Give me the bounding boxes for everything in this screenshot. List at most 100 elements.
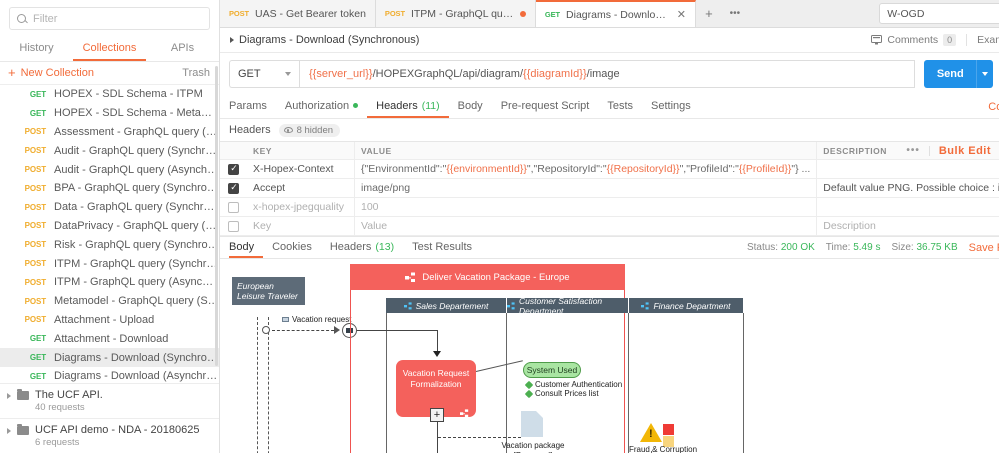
folder-icon [17,389,29,400]
method-selector[interactable]: GET [229,60,299,88]
request-tab-label: Params [229,99,267,112]
request-tab-authorization[interactable]: Authorization [276,95,367,118]
list-item[interactable]: POST ITPM - GraphQL query (Asynchronous) [0,273,219,292]
table-row[interactable]: Key Value Description [220,217,999,236]
diagram-system-label: System Used [526,365,578,375]
breadcrumb-title-group[interactable]: Diagrams - Download (Synchronous) [230,34,419,46]
headers-rows: X-Hopex-Context{"EnvironmentId":"{{envir… [220,160,999,236]
list-item[interactable]: POST Assessment - GraphQL query (Synchron… [0,123,219,142]
list-item[interactable]: POST Metamodel - GraphQL query (Synchrono… [0,292,219,311]
diagram-system-item-label: Customer Authentication [535,380,623,389]
header-description-cell[interactable] [817,160,999,178]
request-tab-label: Settings [651,99,691,112]
header-enabled-checkbox[interactable] [228,220,239,232]
request-section-tabs: Params Authorization Headers (11) Body Pre-re… [220,95,999,119]
send-button[interactable]: Send [924,60,977,88]
request-method-badge: POST [24,240,46,250]
chevron-right-icon[interactable] [7,393,11,399]
list-item[interactable]: GET HOPEX - SDL Schema - ITPM [0,85,219,104]
tab-options-button[interactable]: ••• [729,8,741,19]
request-tab-pre-request-script[interactable]: Pre-request Script [492,95,599,118]
header-value-cell[interactable]: 100 [355,198,818,216]
list-item[interactable]: POST DataPrivacy - GraphQL query (Synchro… [0,217,219,236]
list-item[interactable]: GET Diagrams - Download (Synchronous) [0,348,219,367]
header-enabled-checkbox[interactable] [228,182,239,194]
collection-item[interactable]: The UCF API. 40 requests [0,383,219,418]
table-row[interactable]: x-hopex-jpegquality 100 [220,198,999,217]
trash-button[interactable]: Trash [182,67,210,79]
request-list[interactable]: GET HOPEX - SDL Schema - ITPM GET HOPEX - S… [0,85,219,383]
new-collection-button[interactable]: + New Collection [8,66,94,79]
response-tab-test-results[interactable]: Test Results [403,237,481,258]
header-value-cell[interactable]: Value [355,217,818,235]
more-options-icon[interactable]: ••• [906,145,920,156]
url-input[interactable]: {{server_url}}/HOPEXGraphQL/api/diagram/… [299,60,916,88]
list-item[interactable]: POST Audit - GraphQL query (Asynchronous) [0,160,219,179]
header-value-cell[interactable]: image/png [355,179,818,197]
eye-icon [283,127,293,133]
new-tab-button[interactable]: + [705,6,713,21]
header-key-cell[interactable]: X-Hopex-Context [247,160,355,178]
response-tab-headers[interactable]: Headers (13) [321,237,403,258]
header-key-cell[interactable]: x-hopex-jpegquality [247,198,355,216]
request-tab-body[interactable]: Body [449,95,492,118]
response-tab-cookies[interactable]: Cookies [263,237,321,258]
header-key-cell[interactable]: Key [247,217,355,235]
header-description-cell[interactable] [817,198,999,216]
list-item[interactable]: POST Attachment - Upload [0,311,219,330]
header-value-variable: {{ProfileId}} [738,163,792,175]
tab-history[interactable]: History [19,41,54,54]
chevron-right-icon[interactable] [7,428,11,434]
header-key-cell[interactable]: Accept [247,179,355,197]
header-enabled-checkbox[interactable] [228,201,239,213]
sidebar-scrollbar[interactable] [215,66,218,366]
request-tab-headers[interactable]: Headers (11) [367,95,449,118]
examples-button[interactable]: Examples 0 [966,34,999,46]
list-item[interactable]: GET Diagrams - Download (Asynchronous) [0,367,219,383]
breadcrumb: Diagrams - Download (Synchronous) Commen… [220,28,999,53]
response-tab-body[interactable]: Body [229,237,264,258]
comments-button[interactable]: Comments 0 [861,34,966,46]
list-item[interactable]: POST ITPM - GraphQL query (Synchronous) [0,254,219,273]
list-item[interactable]: GET HOPEX - SDL Schema - Metamodel [0,104,219,123]
open-tab-diagrams-download[interactable]: GET Diagrams - Download (Synchro... ✕ [535,0,696,27]
collection-item[interactable]: UCF API demo - NDA - 20180625 6 requests [0,418,219,453]
search-input[interactable]: Filter [9,7,210,30]
request-tab-tests[interactable]: Tests [598,95,642,118]
list-item[interactable]: POST Risk - GraphQL query (Synchronous) [0,235,219,254]
request-method-badge: GET [29,371,46,381]
header-value-cell[interactable]: {"EnvironmentId":" {{environmentId}} ","Re… [355,160,818,178]
bulk-edit-button[interactable]: Bulk Edit [938,144,992,157]
request-tab-params[interactable]: Params [229,95,276,118]
list-item[interactable]: GET Attachment - Download [0,329,219,348]
send-options-button[interactable] [976,60,994,88]
open-tab-itpm-graphql-query[interactable]: POST ITPM - GraphQL query (Synchr... [375,0,536,27]
url-variable: {{server_url}} [309,68,373,80]
request-method-badge: POST [24,183,46,193]
header-description-cell[interactable]: Default value PNG. Possible choice : ima… [823,182,999,194]
list-item[interactable]: POST BPA - GraphQL query (Synchronous) [0,179,219,198]
header-enabled-checkbox[interactable] [228,163,239,175]
save-response-button[interactable]: Save Response [968,241,999,254]
table-row[interactable]: X-Hopex-Context{"EnvironmentId":"{{envir… [220,160,999,179]
open-tab-uas-get-bearer-token[interactable]: POST UAS - Get Bearer token [220,0,376,27]
table-row[interactable]: Accept image/png Default value PNG. Possib… [220,179,999,198]
comments-label: Comments [887,34,939,46]
expand-subprocess-button[interactable]: + [430,408,444,422]
environment-selector[interactable]: W-OGD [879,3,999,24]
tab-apis[interactable]: APIs [170,41,195,54]
cookies-button[interactable]: Cookies [988,100,999,113]
list-item[interactable]: POST Audit - GraphQL query (Synchronous) [0,141,219,160]
close-icon[interactable]: ✕ [676,9,686,21]
comments-count: 0 [943,34,957,46]
hidden-headers-toggle[interactable]: 8 hidden [278,123,341,137]
request-method-badge: POST [24,221,46,231]
url-segment: /image [586,68,620,80]
diagram-actor-label: European Leisure Traveler [237,281,298,301]
request-tab-label: Headers [376,99,418,112]
list-item[interactable]: POST Data - GraphQL query (Synchronous) [0,198,219,217]
tab-collections[interactable]: Collections [73,36,146,61]
request-tab-settings[interactable]: Settings [642,95,700,118]
header-description-cell[interactable]: Description [823,220,876,232]
request-name: ITPM - GraphQL query (Synchronous) [54,257,219,270]
